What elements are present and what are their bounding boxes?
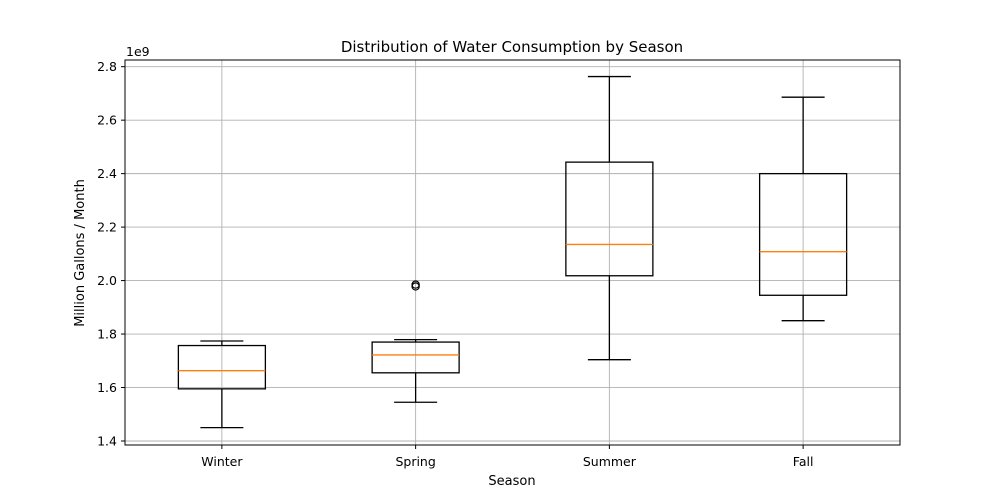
- y-tick-label-2.0: 2.0: [97, 273, 117, 288]
- y-tick-label-1.8: 1.8: [97, 327, 117, 342]
- box-group-fall: [758, 96, 848, 322]
- box-group-winter: [177, 340, 267, 429]
- boxes: [177, 75, 848, 429]
- x-tick-label-fall: Fall: [793, 454, 814, 469]
- grid-lines: [125, 60, 900, 445]
- chart-title: Distribution of Water Consumption by Sea…: [341, 38, 683, 56]
- y-tick-label-1.6: 1.6: [97, 380, 117, 395]
- y-tick-label-2.2: 2.2: [97, 220, 117, 235]
- y-axis-label: Million Gallons / Month: [73, 179, 88, 327]
- plot-frame: [124, 59, 901, 446]
- x-axis-label: Season: [488, 474, 535, 489]
- y-tick-label-2.4: 2.4: [97, 166, 117, 181]
- box-winter: [177, 344, 267, 390]
- y-tick-label-1.4: 1.4: [97, 433, 117, 448]
- box-fall: [758, 172, 848, 296]
- x-tick-label-spring: Spring: [395, 454, 435, 469]
- y-tick-label-2.8: 2.8: [97, 59, 117, 74]
- box-group-summer: [565, 75, 654, 361]
- outlier-point-spring-1: [411, 280, 420, 289]
- x-tick-label-summer: Summer: [583, 454, 637, 469]
- y-axis-offset-label: 1e9: [126, 44, 150, 59]
- box-spring: [371, 341, 460, 374]
- box-summer: [565, 161, 654, 277]
- y-tick-label-2.6: 2.6: [97, 113, 117, 128]
- x-tick-label-winter: Winter: [201, 454, 243, 469]
- box-group-spring: [371, 280, 460, 403]
- axes: 1.4 1.6 1.8 2.0 2.2 2.4 2.6 2.8 Winter Spring Summ…: [97, 59, 901, 469]
